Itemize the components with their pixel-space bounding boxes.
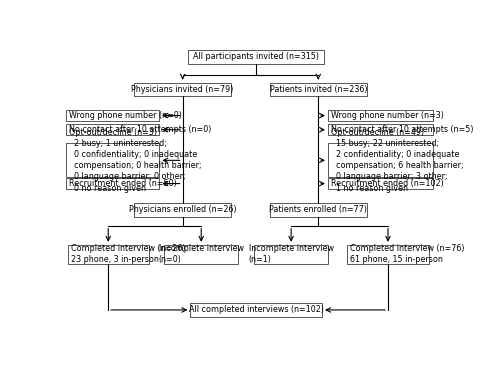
Text: Completed interview (n=76)
61 phone, 15 in-person: Completed interview (n=76) 61 phone, 15 … [350,244,465,265]
Text: Patients enrolled (n=77): Patients enrolled (n=77) [269,205,367,215]
FancyBboxPatch shape [66,110,160,121]
Text: Wrong phone number (n=0): Wrong phone number (n=0) [70,111,182,120]
FancyBboxPatch shape [328,110,432,121]
Text: Patients invited (n=236): Patients invited (n=236) [270,85,367,94]
Text: Wrong phone number (n=3): Wrong phone number (n=3) [331,111,444,120]
Text: Completed interview (n=26)
23 phone, 3 in-person: Completed interview (n=26) 23 phone, 3 i… [70,244,185,265]
FancyBboxPatch shape [164,245,238,264]
FancyBboxPatch shape [348,245,428,264]
Text: Opt-out/decline (n=49)
  15 busy; 22 uninterested;
  2 confidentiality; 0 inadeq: Opt-out/decline (n=49) 15 busy; 22 unint… [331,128,464,192]
FancyBboxPatch shape [66,124,160,135]
FancyBboxPatch shape [270,83,366,96]
Text: Recruitment ended (n=50): Recruitment ended (n=50) [70,179,177,188]
Text: All participants invited (n=315): All participants invited (n=315) [193,52,320,61]
FancyBboxPatch shape [328,144,432,177]
Text: Incomplete interview
(n=1): Incomplete interview (n=1) [248,244,334,265]
FancyBboxPatch shape [134,83,231,96]
Text: Physicians invited (n=79): Physicians invited (n=79) [132,85,234,94]
FancyBboxPatch shape [66,144,160,177]
Text: Physicians enrolled (n=26): Physicians enrolled (n=26) [129,205,236,215]
FancyBboxPatch shape [134,203,231,217]
Text: No contact after 10 attempts (n=5): No contact after 10 attempts (n=5) [331,125,474,134]
FancyBboxPatch shape [254,245,328,264]
FancyBboxPatch shape [188,50,324,64]
FancyBboxPatch shape [66,178,160,189]
FancyBboxPatch shape [328,178,432,189]
Text: Incomplete interview
(n=0): Incomplete interview (n=0) [158,244,244,265]
FancyBboxPatch shape [270,203,366,217]
Text: Recruitment ended (n=102): Recruitment ended (n=102) [331,179,444,188]
FancyBboxPatch shape [328,124,432,135]
FancyBboxPatch shape [190,303,322,317]
FancyBboxPatch shape [68,245,149,264]
Text: Opt-out/decline (n=3)
  2 busy; 1 uninterested;
  0 confidentiality; 0 inadequat: Opt-out/decline (n=3) 2 busy; 1 unintere… [70,128,202,192]
Text: No contact after 10 attempts (n=0): No contact after 10 attempts (n=0) [70,125,212,134]
Text: All completed interviews (n=102): All completed interviews (n=102) [189,305,324,314]
